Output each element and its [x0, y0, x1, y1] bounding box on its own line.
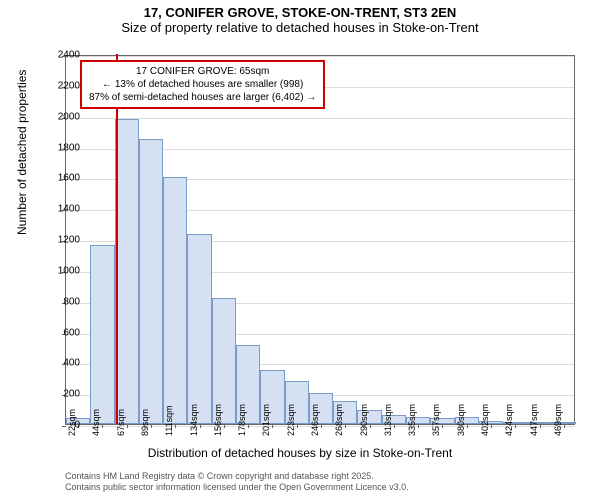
x-tick-mark — [540, 424, 541, 428]
y-tick-label: 800 — [50, 296, 80, 307]
chart-container: 17, CONIFER GROVE, STOKE-ON-TRENT, ST3 2… — [5, 5, 595, 495]
x-tick-mark — [564, 424, 565, 428]
y-tick-label: 1200 — [50, 235, 80, 246]
info-box-line: ← 13% of detached houses are smaller (99… — [89, 78, 316, 91]
info-box-line: 17 CONIFER GROVE: 65sqm — [89, 65, 316, 78]
x-tick-mark — [418, 424, 419, 428]
gridline — [66, 56, 574, 57]
x-tick-mark — [102, 424, 103, 428]
x-tick-mark — [394, 424, 395, 428]
x-tick-mark — [175, 424, 176, 428]
x-tick-mark — [345, 424, 346, 428]
y-tick-label: 400 — [50, 358, 80, 369]
y-tick-label: 1400 — [50, 204, 80, 215]
histogram-bar — [163, 177, 187, 424]
x-axis-label: Distribution of detached houses by size … — [5, 446, 595, 460]
y-tick-label: 1600 — [50, 173, 80, 184]
info-box-line: 87% of semi-detached houses are larger (… — [89, 91, 316, 104]
gridline — [66, 118, 574, 119]
x-tick-mark — [515, 424, 516, 428]
footer-line-1: Contains HM Land Registry data © Crown c… — [65, 471, 409, 482]
x-tick-mark — [321, 424, 322, 428]
histogram-bar — [115, 119, 139, 424]
x-tick-mark — [200, 424, 201, 428]
histogram-bar — [187, 234, 211, 424]
x-tick-mark — [442, 424, 443, 428]
chart-footer: Contains HM Land Registry data © Crown c… — [65, 471, 409, 493]
footer-line-2: Contains public sector information licen… — [65, 482, 409, 493]
y-tick-label: 200 — [50, 389, 80, 400]
marker-info-box: 17 CONIFER GROVE: 65sqm← 13% of detached… — [80, 60, 325, 109]
chart-title-main: 17, CONIFER GROVE, STOKE-ON-TRENT, ST3 2… — [5, 5, 595, 20]
marker-line — [116, 54, 118, 424]
x-tick-mark — [370, 424, 371, 428]
plot-area — [65, 55, 575, 425]
histogram-bar — [90, 245, 114, 424]
y-tick-label: 1000 — [50, 265, 80, 276]
x-tick-mark — [272, 424, 273, 428]
x-tick-mark — [248, 424, 249, 428]
x-tick-mark — [467, 424, 468, 428]
y-tick-label: 2200 — [50, 80, 80, 91]
y-tick-label: 2000 — [50, 111, 80, 122]
y-tick-label: 600 — [50, 327, 80, 338]
x-tick-mark — [127, 424, 128, 428]
x-tick-mark — [151, 424, 152, 428]
y-axis-label: Number of detached properties — [15, 70, 29, 235]
x-tick-mark — [297, 424, 298, 428]
y-tick-label: 1800 — [50, 142, 80, 153]
chart-title-sub: Size of property relative to detached ho… — [5, 20, 595, 35]
x-tick-mark — [491, 424, 492, 428]
y-tick-label: 2400 — [50, 50, 80, 61]
histogram-bar — [139, 139, 163, 424]
x-tick-mark — [224, 424, 225, 428]
